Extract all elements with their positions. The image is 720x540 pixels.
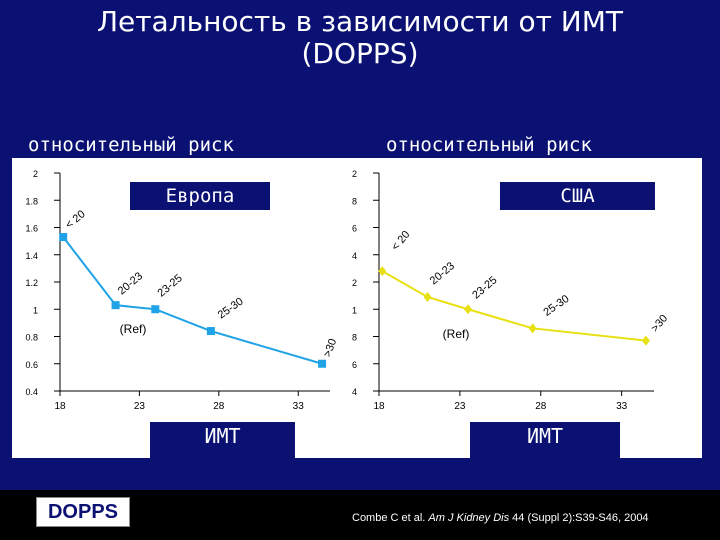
data-label: >30 [649, 312, 670, 334]
data-point [59, 233, 68, 242]
y-tick-label: 0.4 [352, 387, 357, 397]
citation-journal: Am J Kidney Dis [428, 512, 510, 524]
citation-authors: Combe C et al. [352, 512, 429, 524]
y-tick-label: 1.8 [352, 196, 357, 206]
data-label: < 20 [389, 229, 412, 253]
x-tick-label: 18 [373, 401, 385, 412]
x-tick-label: 33 [616, 401, 628, 412]
ylabel-usa: относительный риск [386, 134, 592, 156]
data-label: 23-25 [470, 274, 499, 301]
y-tick-label: 0.6 [25, 360, 38, 370]
y-tick-label: 1.6 [352, 224, 357, 234]
chart-europe: 0.4 0.6 0.8 1 1.2 1.4 1.6 1.8 2 18 23 28 33 < 20 20-23… [25, 169, 340, 412]
y-tick-label: 0.8 [25, 333, 38, 343]
dopps-logo: DOPPS [36, 497, 130, 527]
data-label: 23-25 [156, 272, 185, 299]
y-tick-label: 1.2 [25, 278, 38, 288]
data-point [151, 305, 160, 314]
ref-annotation: (Ref) [443, 327, 470, 341]
ylabel-europe: относительный риск [28, 134, 234, 156]
y-tick-label: 1.6 [25, 224, 38, 234]
title-line-2: (DOPPS) [301, 37, 419, 70]
data-label: 20-23 [428, 260, 457, 287]
data-label: 25-30 [542, 293, 572, 319]
data-point [423, 291, 432, 302]
data-point [641, 335, 650, 346]
data-point [111, 301, 120, 310]
y-tick-label: 2 [352, 169, 357, 179]
y-tick-label: 1 [352, 305, 357, 315]
y-tick-label: 1.4 [25, 251, 38, 261]
y-tick-label: 1.8 [25, 196, 38, 206]
page-title: Летальность в зависимости от ИМТ (DOPPS) [0, 6, 720, 70]
y-tick-label: 0.4 [25, 387, 38, 397]
data-label: 25-30 [216, 296, 246, 322]
data-label: >30 [322, 337, 340, 359]
data-point [206, 327, 215, 336]
data-point [378, 266, 387, 277]
citation-details: 44 (Suppl 2):S39-S46, 2004 [509, 512, 649, 524]
xlabel-europe: ИМТ [150, 422, 295, 458]
data-label: < 20 [63, 208, 87, 231]
y-tick-label: 1.2 [352, 278, 357, 288]
y-tick-label: 0.6 [352, 360, 357, 370]
x-tick-label: 28 [535, 401, 547, 412]
xlabel-usa: ИМТ [470, 422, 620, 458]
y-tick-label: 2 [33, 169, 38, 179]
x-tick-label: 23 [454, 401, 466, 412]
series-line [62, 236, 323, 365]
data-point [463, 304, 472, 315]
x-tick-label: 18 [54, 401, 66, 412]
x-tick-label: 23 [134, 401, 146, 412]
series-line [381, 270, 647, 342]
x-tick-label: 28 [213, 401, 225, 412]
y-tick-label: 0.8 [352, 333, 357, 343]
title-line-1: Летальность в зависимости от ИМТ [96, 5, 624, 38]
region-label-europe: Европа [130, 182, 270, 210]
data-point [318, 359, 327, 368]
data-label: 20-23 [116, 270, 145, 297]
y-tick-label: 1 [33, 305, 38, 315]
x-tick-label: 33 [293, 401, 305, 412]
citation: Combe C et al. Am J Kidney Dis 44 (Suppl… [352, 512, 649, 524]
data-point [528, 323, 537, 334]
y-tick-label: 1.4 [352, 251, 357, 261]
region-label-usa: США [500, 182, 655, 210]
ref-annotation: (Ref) [120, 322, 147, 336]
